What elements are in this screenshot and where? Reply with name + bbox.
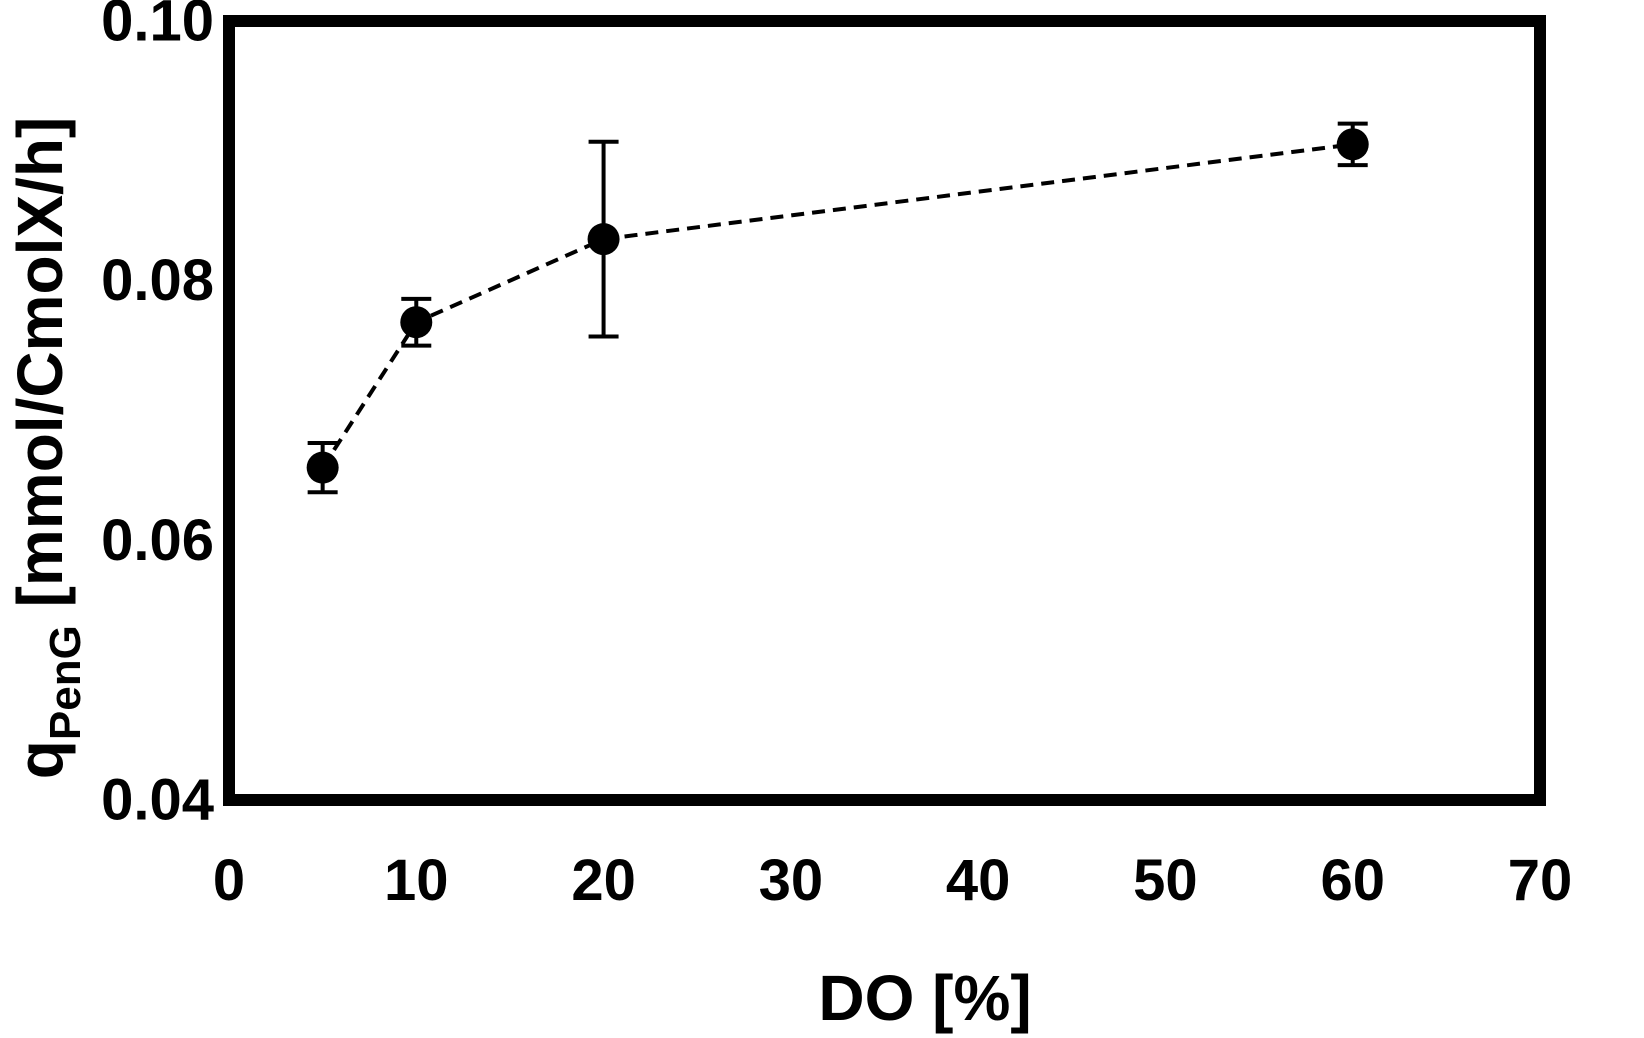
y-tick-label: 0.06 (101, 508, 214, 573)
x-axis-label: DO [%] (818, 962, 1031, 1034)
series-line (320, 142, 1353, 469)
x-tick-label: 60 (1320, 848, 1385, 913)
data-point (587, 223, 620, 256)
x-axis-ticks: 0 10 20 30 40 50 60 70 (213, 848, 1572, 913)
plot-frame (223, 15, 1546, 806)
data-point (400, 306, 433, 339)
y-axis-ticks: 0.04 0.06 0.08 0.10 (101, 0, 214, 833)
x-tick-label: 20 (571, 848, 636, 913)
data-point (306, 451, 339, 484)
y-axis-label-rest: [mmol/CmolX/h] (4, 117, 76, 625)
y-tick-label: 0.04 (101, 768, 214, 833)
y-tick-label: 0.10 (101, 0, 214, 54)
plot-area (223, 15, 1546, 806)
x-tick-label: 40 (946, 848, 1011, 913)
y-tick-label: 0.08 (101, 248, 214, 313)
y-axis-label-subscript: PenG (41, 625, 90, 740)
x-tick-label: 0 (213, 848, 245, 913)
x-tick-label: 70 (1508, 848, 1573, 913)
x-tick-label: 50 (1133, 848, 1198, 913)
x-tick-label: 30 (759, 848, 824, 913)
x-tick-label: 10 (384, 848, 449, 913)
data-point (1336, 128, 1369, 161)
y-axis-label: qPenG [mmol/CmolX/h] (4, 117, 90, 779)
y-axis-label-main: q (4, 740, 76, 779)
